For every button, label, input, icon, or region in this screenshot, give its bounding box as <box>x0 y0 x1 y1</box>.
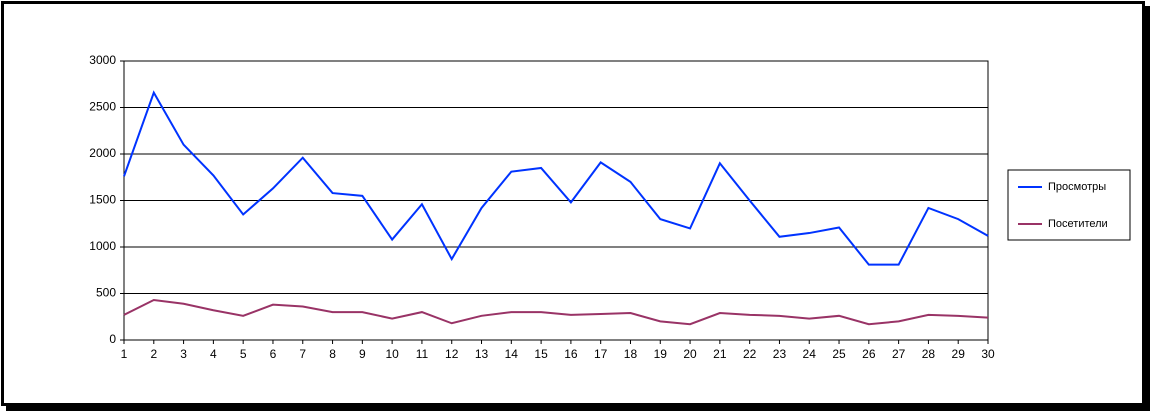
x-tick-label: 25 <box>832 347 846 361</box>
x-tick-label: 1 <box>121 347 128 361</box>
x-tick-label: 16 <box>564 347 578 361</box>
legend-label: Посетители <box>1048 218 1108 230</box>
x-tick-label: 3 <box>180 347 187 361</box>
x-tick-label: 23 <box>773 347 787 361</box>
x-tick-label: 15 <box>534 347 548 361</box>
x-tick-label: 27 <box>892 347 906 361</box>
x-tick-label: 8 <box>329 347 336 361</box>
plot-border <box>123 60 989 341</box>
x-tick-label: 9 <box>359 347 366 361</box>
y-tick-label: 500 <box>96 286 116 300</box>
x-tick-label: 11 <box>416 347 429 361</box>
x-tick-label: 6 <box>270 347 277 361</box>
y-tick-label: 1000 <box>89 239 116 253</box>
x-tick-label: 24 <box>803 347 817 361</box>
x-tick-label: 2 <box>150 347 157 361</box>
y-tick-label: 3000 <box>89 53 116 67</box>
x-tick-label: 30 <box>981 347 995 361</box>
x-tick-label: 29 <box>952 347 966 361</box>
x-tick-label: 13 <box>475 347 489 361</box>
x-tick-label: 19 <box>654 347 668 361</box>
series-line <box>123 90 989 266</box>
x-tick-label: 20 <box>683 347 697 361</box>
x-tick-label: 4 <box>210 347 217 361</box>
x-tick-label: 18 <box>624 347 638 361</box>
x-tick-label: 5 <box>240 347 247 361</box>
x-tick-label: 17 <box>594 347 608 361</box>
x-tick-label: 22 <box>743 347 757 361</box>
y-tick-label: 2000 <box>89 146 116 160</box>
x-tick-label: 12 <box>445 347 459 361</box>
y-tick-label: 0 <box>109 332 116 346</box>
series-line <box>123 298 989 326</box>
x-tick-label: 26 <box>862 347 876 361</box>
x-tick-label: 21 <box>713 347 727 361</box>
x-tick-label: 7 <box>299 347 306 361</box>
frame <box>1 1 1145 406</box>
legend-box <box>1007 169 1131 241</box>
y-tick-label: 2500 <box>89 100 116 114</box>
legend-label: Просмотры <box>1048 181 1106 193</box>
x-tick-label: 10 <box>385 347 399 361</box>
y-tick-label: 1500 <box>89 193 116 207</box>
x-tick-label: 28 <box>922 347 936 361</box>
x-tick-label: 14 <box>505 347 519 361</box>
